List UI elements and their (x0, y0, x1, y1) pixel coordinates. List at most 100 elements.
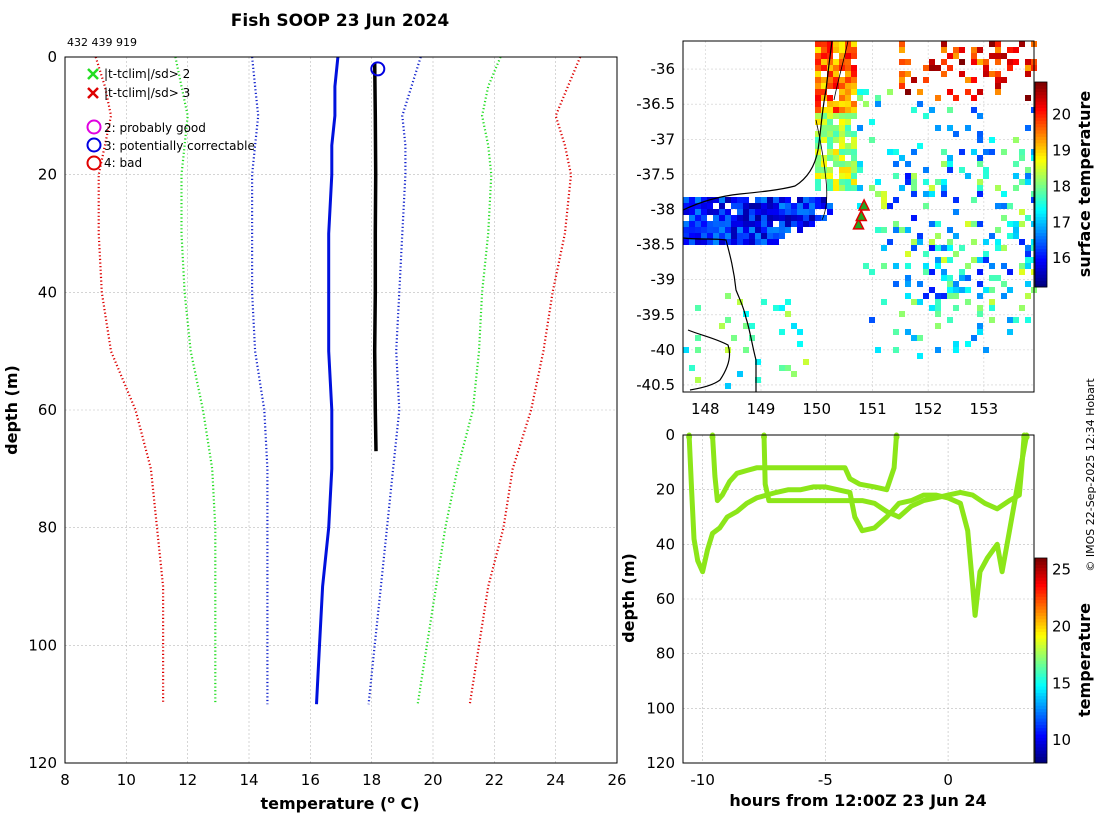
map-sst-cell (767, 239, 773, 245)
ts-colorbar-swatch (1035, 577, 1047, 581)
map-sst-cell (803, 359, 809, 365)
map-sst-cell (695, 347, 701, 353)
map-sst-cell (821, 77, 827, 83)
map-sst-cell (983, 65, 989, 71)
map-sst-cell (779, 329, 785, 335)
profile-xtick-label: 22 (485, 771, 504, 789)
map-sst-cell (695, 209, 701, 215)
ts-colorbar-swatch (1035, 698, 1047, 703)
map-sst-cell (815, 215, 821, 221)
map-sst-cell (833, 107, 839, 113)
map-sst-cell (857, 95, 863, 101)
map-sst-cell (923, 77, 929, 83)
map-colorbar-swatch (1035, 200, 1047, 205)
map-sst-cell (923, 65, 929, 71)
profile-xtick-label: 26 (607, 771, 626, 789)
map-sst-cell (971, 107, 977, 113)
map-sst-cell (845, 95, 851, 101)
map-sst-cell (827, 179, 833, 185)
map-sst-cell (695, 305, 701, 311)
profile-line-clim-2sd (416, 56, 502, 705)
map-lon-tick-label: 153 (970, 400, 999, 418)
ts-line-dive-B (710, 432, 899, 504)
map-sst-cell (725, 233, 731, 239)
map-colorbar-swatch (1035, 146, 1047, 150)
map-colorbar-swatch (1035, 197, 1047, 201)
map-sst-cell (731, 197, 737, 203)
map-colorbar-tick-label: 18 (1052, 177, 1071, 195)
map-sst-cell (827, 203, 833, 209)
map-sst-cell (797, 221, 803, 227)
map-colorbar-swatch (1035, 110, 1047, 115)
map-sst-cell (911, 77, 917, 83)
map-sst-cell (749, 239, 755, 245)
ts-colorbar-swatch (1035, 596, 1047, 601)
map-sst-cell (839, 119, 845, 125)
map-sst-cell (701, 203, 707, 209)
map-sst-cell (989, 263, 995, 269)
map-sst-cell (815, 173, 821, 179)
map-sst-cell (755, 203, 761, 209)
map-sst-cell (947, 257, 953, 263)
map-sst-cell (1019, 221, 1025, 227)
map-sst-cell (785, 311, 791, 317)
profile-line-clim-1sd (251, 56, 269, 705)
map-sst-cell (695, 203, 701, 209)
ts-xtick-label: 0 (943, 771, 953, 789)
map-sst-cell (1001, 149, 1007, 155)
map-sst-cell (983, 287, 989, 293)
map-sst-cell (1013, 185, 1019, 191)
map-sst-cell (965, 275, 971, 281)
map-sst-cell (791, 209, 797, 215)
map-sst-cell (965, 173, 971, 179)
map-sst-cell (737, 299, 743, 305)
watermark: © IMOS 22-Sep-2025 12:34 Hobart (1084, 378, 1097, 572)
map-colorbar-swatch (1035, 158, 1047, 163)
ts-colorbar-swatch (1035, 618, 1047, 623)
map-lon-tick-label: 148 (691, 400, 720, 418)
map-sst-cell (977, 161, 983, 167)
ts-colorbar: 10 15 20 25 (1034, 557, 1071, 764)
map-sst-cell (827, 149, 833, 155)
map-sst-cell (839, 185, 845, 191)
map-sst-cell (809, 209, 815, 215)
map-sst-cell (977, 293, 983, 299)
ts-colorbar-frame (1034, 557, 1048, 764)
map-sst-cell (719, 239, 725, 245)
map-sst-cell (815, 71, 821, 77)
map-sst-cell (887, 239, 893, 245)
map-sst-cell (725, 209, 731, 215)
map-sst-cell (1007, 317, 1013, 323)
map-sst-cell (839, 137, 845, 143)
map-ticks: 148 149 150 151 152 153 -36 -36.5 -37 -37.5 -38 -38… (636, 60, 998, 418)
map-sst-cell (815, 167, 821, 173)
map-colorbar-swatch (1035, 107, 1047, 112)
map-sst-cell (737, 209, 743, 215)
map-sst-cell (1013, 137, 1019, 143)
map-sst-cell (947, 65, 953, 71)
map-sst-cell (827, 101, 833, 107)
map-sst-cell (737, 221, 743, 227)
profile-series (94, 56, 582, 705)
map-colorbar-swatch (1035, 162, 1047, 166)
map-sst-cell (821, 47, 827, 53)
map-sst-cell (989, 305, 995, 311)
map-sst-cell (905, 161, 911, 167)
map-sst-cell (833, 137, 839, 143)
map-sst-cell (965, 263, 971, 269)
map-ship-track (852, 198, 871, 230)
map-sst-cell (695, 215, 701, 221)
map-sst-cell (737, 215, 743, 221)
map-sst-cell (821, 125, 827, 131)
map-sst-cell (1025, 95, 1031, 101)
map-colorbar-swatch (1035, 123, 1047, 128)
map-sst-cell (899, 59, 905, 65)
map-sst-cell (851, 83, 857, 89)
map-sst-cell (953, 281, 959, 287)
map-sst-cell (833, 41, 839, 47)
map-sst-cell (1025, 317, 1031, 323)
map-sst-cell (869, 317, 875, 323)
map-sst-cell (695, 227, 701, 233)
map-sst-cell (1013, 173, 1019, 179)
map-sst-cell (947, 155, 953, 161)
